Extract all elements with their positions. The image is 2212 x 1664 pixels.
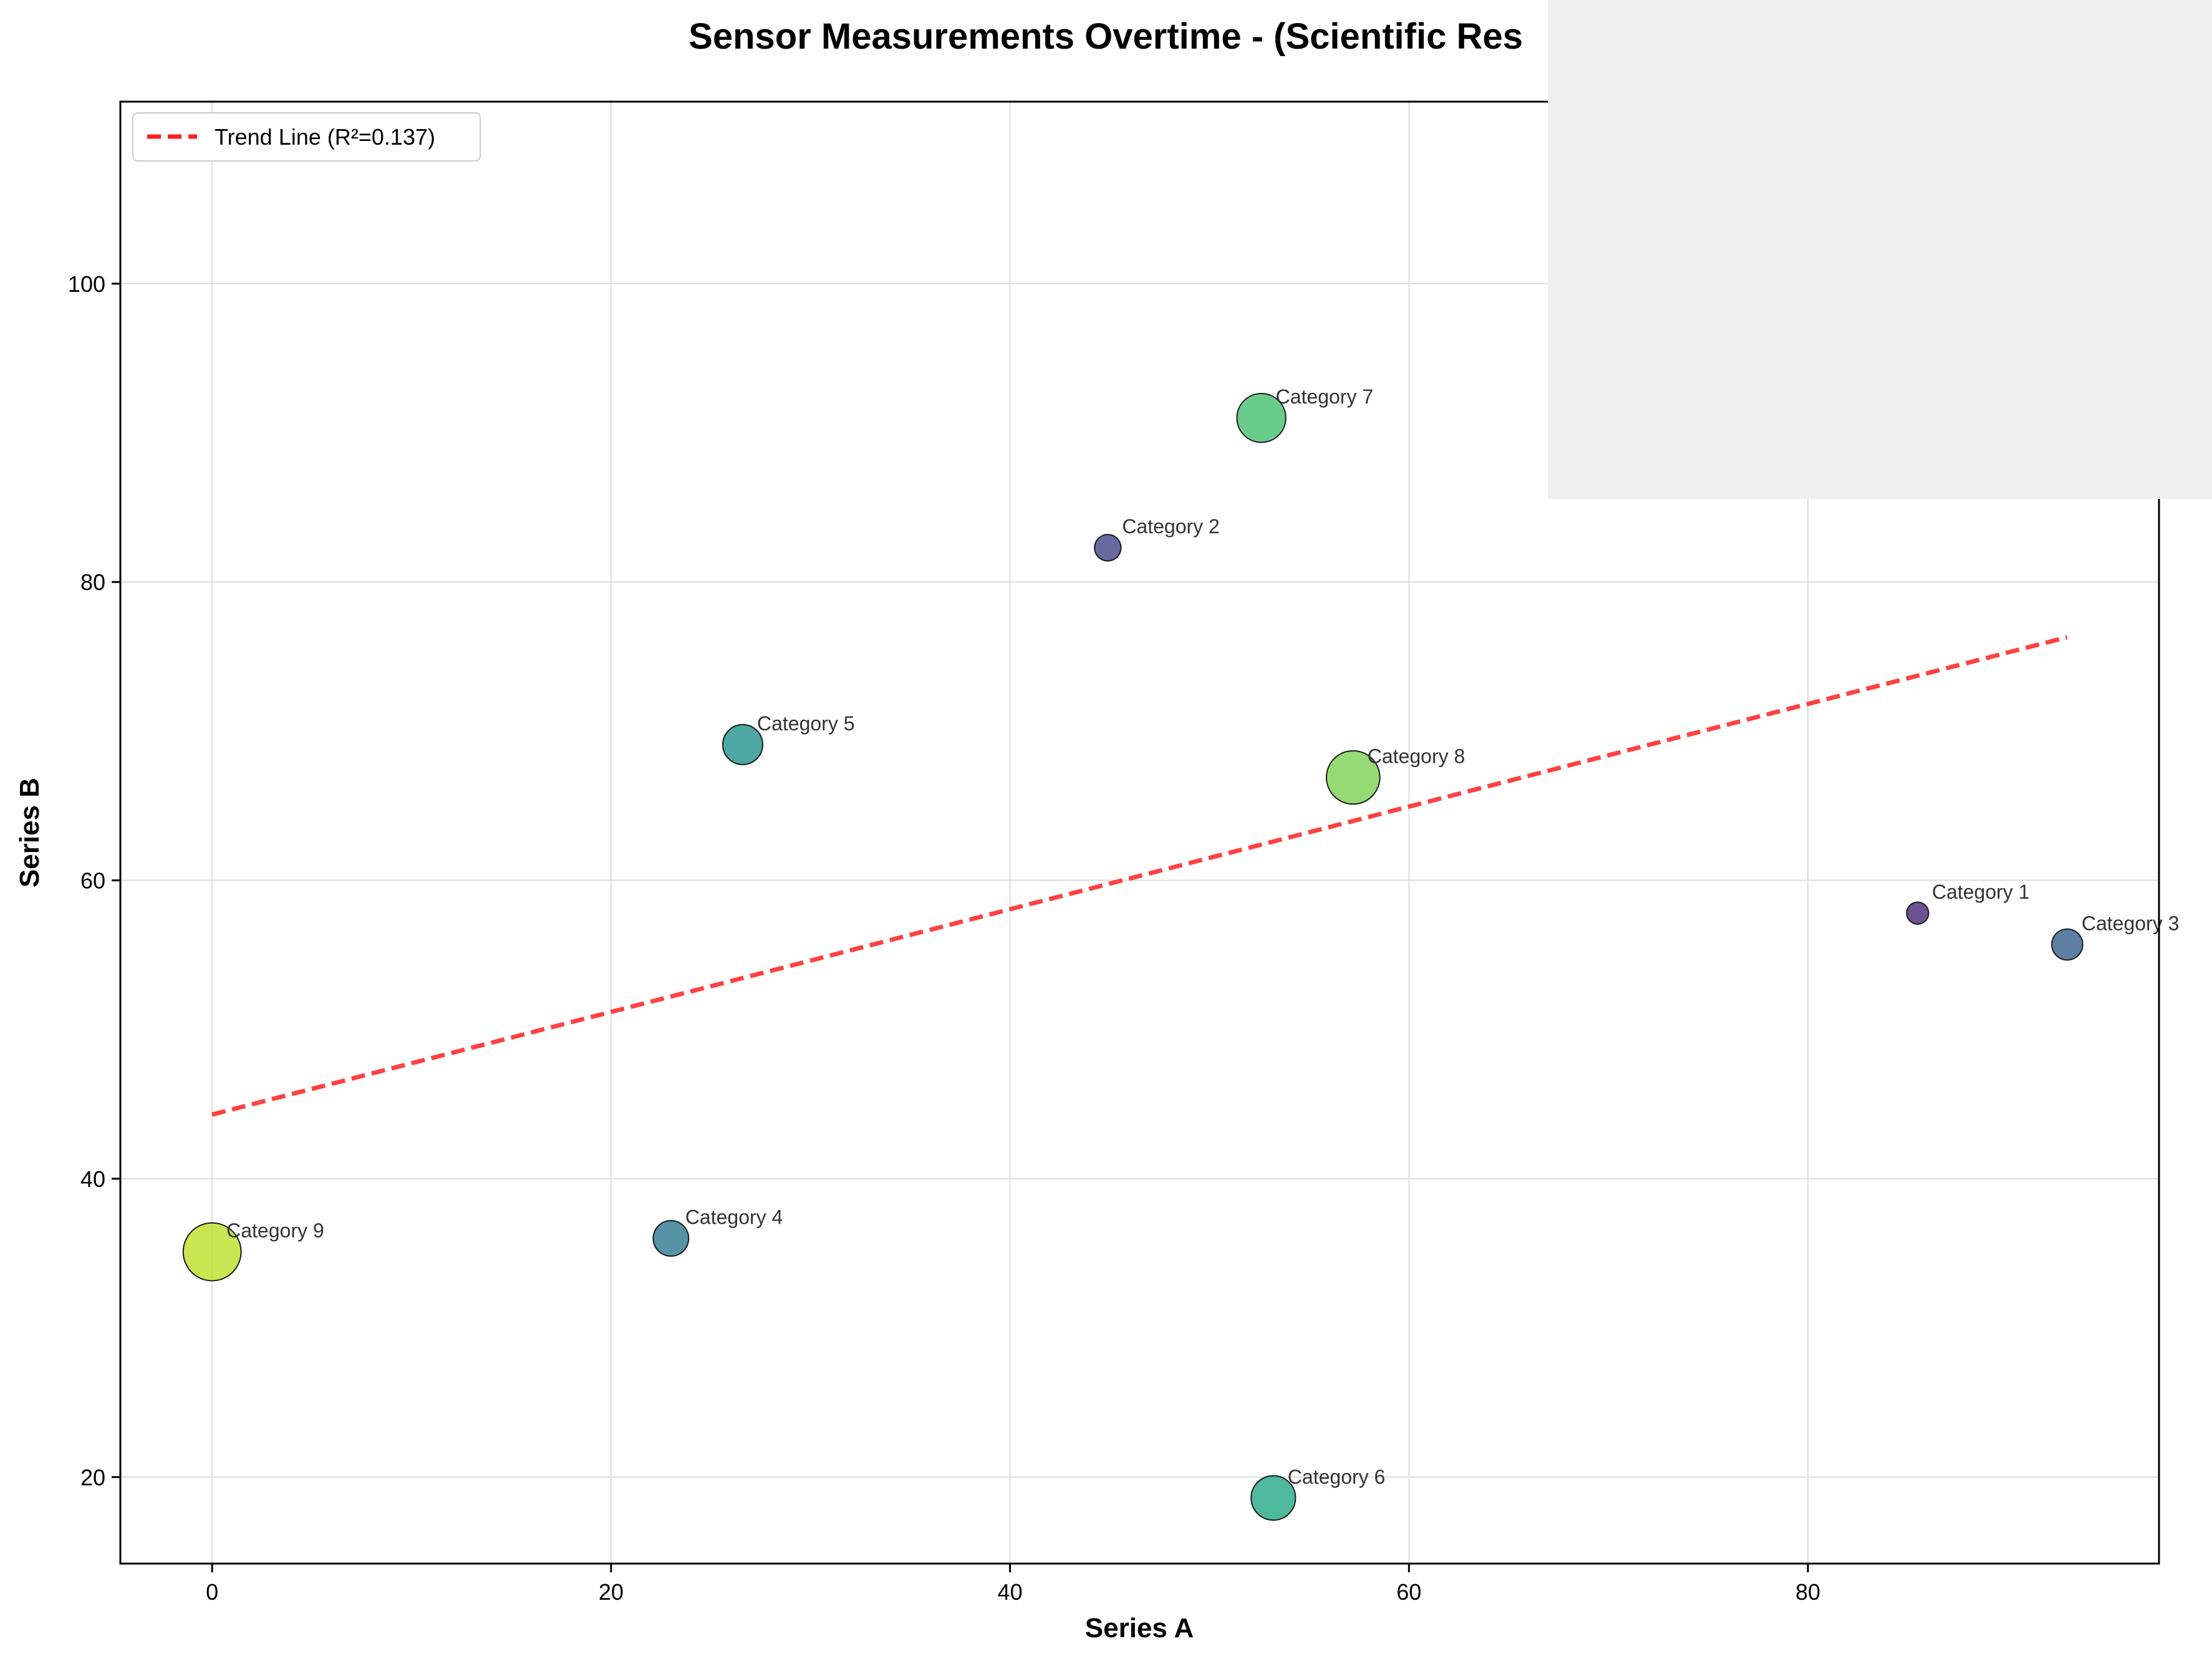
y-tick-label: 40 bbox=[80, 1166, 105, 1192]
data-point-label: Category 7 bbox=[1276, 385, 1374, 408]
data-point bbox=[1250, 1475, 1297, 1521]
y-tick-label: 80 bbox=[80, 569, 105, 595]
point-labels: Category 1 Category 2 Category 3 Category 4… bbox=[226, 385, 2179, 1488]
x-tick-label: 20 bbox=[599, 1579, 624, 1605]
legend-box bbox=[132, 112, 481, 162]
y-tick-label: 100 bbox=[68, 271, 105, 297]
data-point-label: Category 1 bbox=[1932, 881, 2030, 903]
x-tick-label: 40 bbox=[998, 1579, 1023, 1605]
data-point-label: Category 9 bbox=[226, 1219, 324, 1242]
data-point bbox=[1094, 533, 1122, 562]
y-tick-label: 20 bbox=[80, 1464, 105, 1490]
y-axis-ticks: 20 40 60 80 100 bbox=[68, 271, 120, 1490]
data-point-label: Category 3 bbox=[2082, 912, 2180, 934]
x-tick-label: 0 bbox=[206, 1579, 218, 1605]
chart-title: Sensor Measurements Overtime - (Scientif… bbox=[688, 16, 1523, 57]
x-axis-ticks: 0 20 40 60 80 bbox=[206, 1564, 1820, 1605]
y-axis-label: Series B bbox=[14, 778, 45, 888]
trend-line bbox=[211, 635, 2068, 1117]
x-axis-label: Series A bbox=[1085, 1613, 1194, 1643]
data-point bbox=[1906, 901, 1929, 925]
plot-frame bbox=[119, 100, 2160, 1565]
data-point-label: Category 4 bbox=[685, 1206, 783, 1229]
data-point-label: Category 8 bbox=[1368, 745, 1466, 768]
data-point-label: Category 2 bbox=[1122, 515, 1220, 538]
overlay-panel bbox=[1548, 0, 2212, 499]
data-point bbox=[1236, 392, 1287, 443]
data-point bbox=[182, 1222, 242, 1282]
y-tick-label: 60 bbox=[80, 868, 105, 894]
data-points bbox=[182, 392, 2084, 1521]
trend-line-group bbox=[211, 635, 2068, 1117]
data-point bbox=[1325, 750, 1381, 805]
data-point-label: Category 6 bbox=[1288, 1466, 1386, 1488]
data-point-label: Category 5 bbox=[757, 712, 855, 735]
data-point bbox=[2051, 928, 2084, 961]
x-tick-label: 60 bbox=[1396, 1579, 1421, 1605]
x-tick-label: 80 bbox=[1795, 1579, 1820, 1605]
legend: Trend Line (R²=0.137) bbox=[132, 112, 481, 162]
legend-trend-line-label: Trend Line (R²=0.137) bbox=[215, 124, 435, 150]
data-point bbox=[722, 723, 763, 765]
data-point bbox=[652, 1220, 690, 1257]
